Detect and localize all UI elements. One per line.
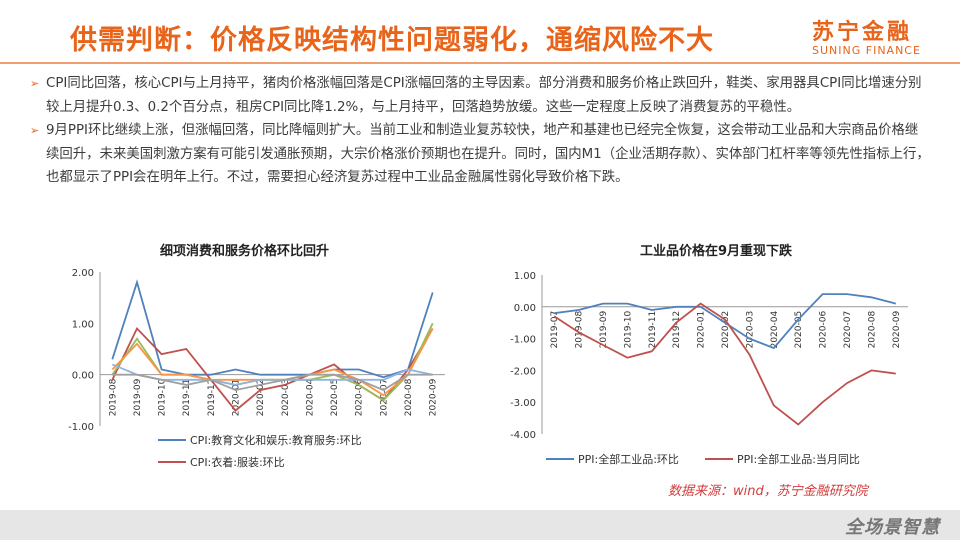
x-tick-label: 2019-12 [207, 379, 217, 417]
page-title: 供需判断：价格反映结构性问题弱化，通缩风险不大 [70, 25, 714, 56]
chart-title-consumer: 细项消费和服务价格环比回升 [160, 244, 330, 259]
x-tick-label: 2020-09 [429, 378, 439, 416]
x-tick-label: 2020-05 [330, 379, 340, 417]
logo-text-en: SUNING FINANCE [812, 44, 921, 57]
x-tick-label: 2020-03 [745, 311, 755, 349]
x-tick-label: 2020-05 [794, 311, 804, 349]
legend-label: PPI:全部工业品:环比 [578, 452, 679, 466]
footer-slogan: 全场景智慧 [845, 517, 940, 538]
industrial-price-chart: 1.00 0.00 -1.00 -2.00 -3.00 -4.00 2019-07 2019-… [510, 271, 908, 466]
x-tick-label: 2019-11 [182, 379, 192, 417]
x-tick-label: 2020-02 [721, 311, 731, 349]
logo-text-cn: 苏宁金融 [812, 20, 913, 45]
x-tick-label: 2020-01 [232, 379, 242, 417]
legend-label: PPI:全部工业品:当月同比 [737, 452, 860, 466]
y-tick-label: 0.00 [514, 303, 536, 314]
x-tick-label: 2020-09 [892, 311, 902, 349]
y-tick-label: 2.00 [72, 268, 94, 279]
x-tick-label: 2019-07 [550, 311, 560, 349]
footer-bar: 全场景智慧 [0, 510, 960, 540]
y-tick-label: -2.00 [510, 366, 536, 377]
x-tick-label: 2019-09 [133, 378, 143, 416]
x-tick-label: 2020-04 [770, 311, 780, 349]
x-tick-label: 2019-09 [599, 311, 609, 349]
x-tick-label: 2020-08 [404, 378, 414, 416]
y-tick-label: 0.00 [72, 371, 94, 382]
series-line [111, 279, 434, 379]
x-tick-label: 2019-11 [648, 311, 658, 349]
bullet-list: ➢ CPI同比回落，核心CPI与上月持平，猪肉价格涨幅回落是CPI涨幅回落的主导… [30, 72, 930, 190]
bullet-text: 9月PPI环比继续上涨，但涨幅回落，同比降幅则扩大。当前工业和制造业复苏较快，地… [46, 123, 930, 185]
bullet-item-cpi: ➢ CPI同比回落，核心CPI与上月持平，猪肉价格涨幅回落是CPI涨幅回落的主导… [30, 72, 930, 119]
consumer-price-chart: 2.00 1.00 0.00 -1.00 2019-08 2019-09 2019-10 20… [68, 268, 445, 469]
chart-title-industrial: 工业品价格在9月重现下跌 [640, 244, 793, 259]
x-tick-label: 2020-06 [355, 378, 365, 416]
arrow-bullet-icon: ➢ [30, 124, 40, 137]
data-source-note: 数据来源：wind，苏宁金融研究院 [668, 484, 868, 499]
x-tick-label: 2020-04 [305, 378, 315, 416]
y-tick-label: -1.00 [68, 422, 94, 433]
x-tick-label: 2020-07 [843, 311, 853, 349]
y-tick-label: -3.00 [510, 398, 536, 409]
series-line [554, 293, 897, 350]
legend-label: CPI:教育文化和娱乐:教育服务:环比 [190, 433, 362, 447]
x-tick-label: 2019-10 [158, 378, 168, 416]
x-tick-label: 2020-01 [697, 311, 707, 349]
x-tick-label: 2020-02 [256, 379, 266, 417]
y-tick-label: 1.00 [72, 319, 94, 330]
x-tick-label: 2019-08 [575, 311, 585, 349]
x-tick-label: 2019-10 [623, 311, 633, 349]
arrow-bullet-icon: ➢ [30, 77, 40, 90]
bullet-text: CPI同比回落，核心CPI与上月持平，猪肉价格涨幅回落是CPI涨幅回落的主导因素… [46, 76, 922, 115]
x-tick-label: 2020-08 [867, 311, 877, 349]
y-tick-label: -4.00 [510, 430, 536, 441]
x-tick-label: 2020-06 [819, 311, 829, 349]
company-logo: 苏宁金融 SUNING FINANCE [812, 14, 942, 57]
bullet-item-ppi: ➢ 9月PPI环比继续上涨，但涨幅回落，同比降幅则扩大。当前工业和制造业复苏较快… [30, 119, 930, 190]
title-divider [0, 62, 960, 64]
y-tick-label: 1.00 [514, 271, 536, 282]
series-line [553, 302, 896, 426]
series-line [112, 373, 433, 392]
legend-label: CPI:衣着:服装:环比 [190, 455, 285, 469]
y-tick-label: -1.00 [510, 335, 536, 346]
x-tick-label: 2020-07 [379, 379, 389, 417]
x-tick-label: 2019-12 [672, 311, 682, 349]
x-tick-label: 2019-08 [108, 378, 118, 416]
x-tick-label: 2020-03 [281, 379, 291, 417]
